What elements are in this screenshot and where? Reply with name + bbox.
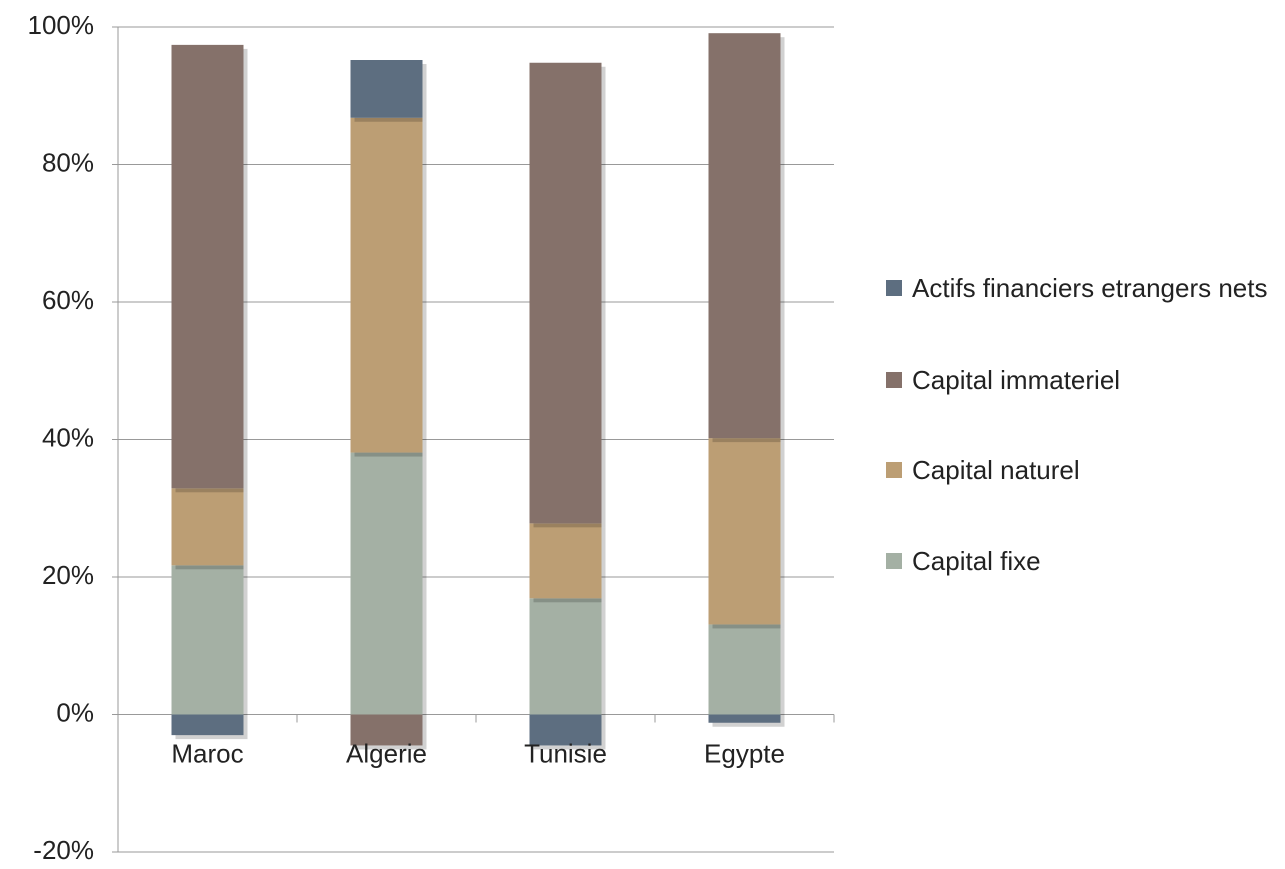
bar-segment [529, 714, 602, 746]
x-tick-label: Algerie [346, 738, 427, 768]
bar-segment [350, 60, 423, 118]
legend-label: Actifs financiers etrangers nets [912, 273, 1268, 303]
legend-label: Capital naturel [912, 455, 1080, 485]
bar-segment [350, 714, 423, 746]
legend-item: Actifs financiers etrangers nets [886, 272, 1281, 305]
bar-segment [171, 488, 244, 566]
y-tick-label: 80% [42, 147, 94, 177]
bar-segment [171, 714, 244, 736]
bar-segment [350, 117, 423, 453]
bar-segment [708, 438, 781, 625]
y-tick-label: 60% [42, 285, 94, 315]
legend-swatch [886, 553, 902, 569]
x-tick-label: Egypte [704, 738, 785, 768]
bar-segment [708, 624, 781, 715]
bar-segment [529, 523, 602, 599]
x-tick-label: Maroc [171, 738, 243, 768]
legend-swatch [886, 372, 902, 388]
x-tick-label: Tunisie [524, 738, 607, 768]
y-tick-label: 40% [42, 422, 94, 452]
legend-swatch [886, 280, 902, 296]
legend-item: Capital naturel [886, 454, 1281, 487]
legend-swatch [886, 462, 902, 478]
legend-item: Capital fixe [886, 545, 1281, 578]
bar-segment [529, 598, 602, 715]
bar-segment [708, 33, 781, 439]
bar-segment [708, 714, 781, 723]
y-tick-label: -20% [33, 835, 94, 865]
bar-segment [171, 565, 244, 715]
bar-segment [350, 452, 423, 715]
legend-item: Capital immateriel [886, 364, 1281, 397]
bar-segment [529, 62, 602, 524]
y-tick-label: 20% [42, 560, 94, 590]
legend-label: Capital fixe [912, 546, 1041, 576]
y-tick-label: 0% [56, 697, 94, 727]
bar-segment [171, 44, 244, 489]
legend-label: Capital immateriel [912, 365, 1121, 395]
y-tick-label: 100% [28, 10, 95, 40]
